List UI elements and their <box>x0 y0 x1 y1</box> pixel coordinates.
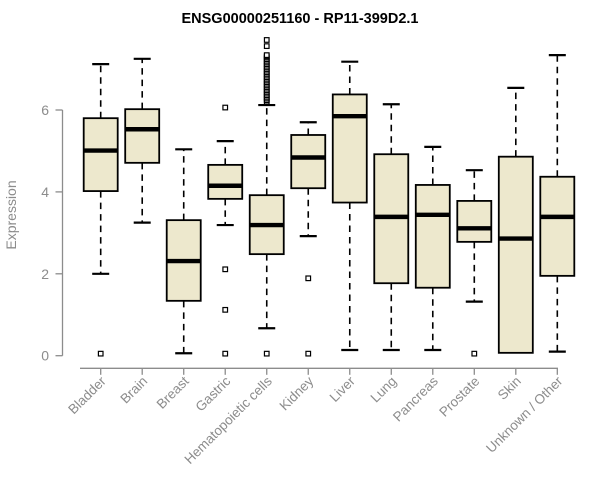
outlier-point <box>222 350 229 357</box>
y-tick-label: 6 <box>41 102 49 118</box>
x-tick-label: Prostate <box>436 374 482 420</box>
outlier-point <box>222 306 229 313</box>
outlier-point <box>263 43 270 50</box>
x-tick-label: Skin <box>495 374 524 403</box>
y-tick-label: 4 <box>41 184 49 200</box>
box-Bladder <box>82 117 119 192</box>
outlier-point <box>305 275 312 282</box>
outlier-point <box>263 52 270 59</box>
x-tick-label: Gastric <box>193 373 234 414</box>
outlier-point <box>263 350 270 357</box>
x-tick-label: Brain <box>117 374 150 407</box>
chart-title: ENSG00000251160 - RP11-399D2.1 <box>181 11 418 27</box>
x-tick-label: Unknown / Other <box>483 373 566 456</box>
outlier-point <box>305 350 312 357</box>
x-tick-label: Breast <box>154 373 192 411</box>
box-Kidney <box>290 134 327 190</box>
outlier-point <box>97 350 104 357</box>
box-Pancreas <box>414 184 451 289</box>
box-Skin <box>497 155 534 354</box>
outlier-point <box>222 266 229 273</box>
x-tick-label: Liver <box>327 373 359 405</box>
outlier-point <box>263 37 270 43</box>
box-Brain <box>124 108 161 164</box>
outlier-point <box>222 104 229 111</box>
box-Prostate <box>456 200 493 243</box>
y-tick-label: 0 <box>41 348 49 364</box>
x-tick-label: Bladder <box>65 373 109 417</box>
box-Gastric <box>207 163 244 200</box>
box-Liver <box>331 93 368 204</box>
x-tick-label: Kidney <box>277 373 317 413</box>
outlier-point <box>471 350 478 357</box>
y-axis-title: Expression <box>3 180 19 249</box>
box-Unknown / Other <box>539 175 576 277</box>
x-tick-label: Lung <box>368 374 400 406</box>
y-tick-label: 2 <box>41 266 49 282</box>
x-tick-label: Pancreas <box>390 373 441 424</box>
